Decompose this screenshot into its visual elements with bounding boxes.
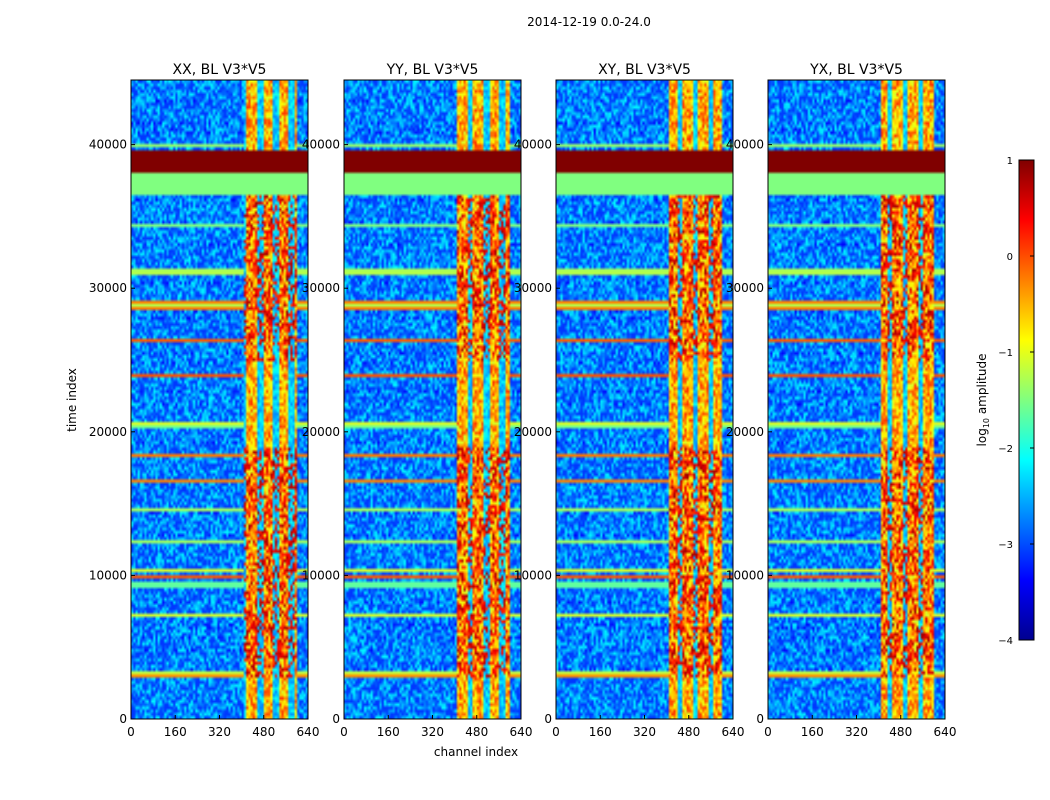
colorbar-tick-label: −4 [998,636,1013,647]
colorbar-tick-label: −3 [998,540,1013,551]
y-tick-label: 0 [332,712,340,726]
colorbar-label: log10 amplitude [975,354,991,447]
x-tick-label: 480 [677,725,700,739]
x-tick-label: 160 [589,725,612,739]
y-tick-label: 40000 [514,138,552,152]
panel-title: YX, BL V3*V5 [809,62,903,78]
x-axis-label: channel index [434,745,518,759]
colorbar-tick-label: 0 [1007,252,1013,263]
y-tick-label: 40000 [302,138,340,152]
x-tick-label: 320 [208,725,231,739]
x-tick-label: 640 [934,725,957,739]
y-axis-label: time index [65,368,79,432]
x-tick-label: 0 [127,725,135,739]
y-tick-label: 20000 [89,425,127,439]
colorbar-ticks: 1 0 −1 −2 −3 −4 [998,156,1034,647]
y-tick-label: 40000 [89,138,127,152]
panels-group: XX, BL V3*V5 0 160 320 480 640 0 10000 20000 3000… [89,62,957,739]
y-tick-label: 20000 [514,425,552,439]
heatmap-panel: XY, BL V3*V5 0 160 320 480 640 0 10000 20000 3000… [514,62,745,739]
x-tick-label: 0 [552,725,560,739]
colorbar-gradient [1018,159,1035,641]
x-tick-label: 160 [164,725,187,739]
x-tick-label: 0 [340,725,348,739]
heatmap-panel: YY, BL V3*V5 0 160 320 480 640 0 10000 20000 3000… [302,62,533,739]
x-tick-label: 480 [889,725,912,739]
y-tick-label: 0 [119,712,127,726]
colorbar: 1 0 −1 −2 −3 −4 log10 amplitude [975,156,1035,647]
x-tick-label: 480 [465,725,488,739]
heatmap-image [556,80,733,719]
heatmap-image [344,80,521,719]
x-tick-label: 640 [510,725,533,739]
y-tick-label: 20000 [302,425,340,439]
y-tick-label: 20000 [726,425,764,439]
x-tick-label: 160 [801,725,824,739]
panel-title: YY, BL V3*V5 [386,62,479,78]
heatmap-panel: XX, BL V3*V5 0 160 320 480 640 0 10000 20000 3000… [89,62,320,739]
x-tick-label: 0 [764,725,772,739]
colorbar-tick-label: −2 [998,444,1013,455]
y-tick-label: 30000 [302,281,340,295]
y-tick-label: 10000 [302,568,340,582]
x-tick-label: 320 [421,725,444,739]
y-tick-label: 40000 [726,138,764,152]
colorbar-tick-label: 1 [1007,156,1013,167]
x-tick-label: 480 [252,725,275,739]
colorbar-tick-label: −1 [998,348,1013,359]
x-tick-label: 160 [377,725,400,739]
heatmap-image [131,80,308,719]
panel-title: XX, BL V3*V5 [173,62,267,78]
panel-title: XY, BL V3*V5 [598,62,691,78]
figure-suptitle: 2014-12-19 0.0-24.0 [527,15,651,29]
y-tick-label: 30000 [514,281,552,295]
x-tick-label: 320 [845,725,868,739]
heatmap-panel: YX, BL V3*V5 0 160 320 480 640 0 10000 20000 3000… [726,62,957,739]
heatmap-image [768,80,945,719]
y-tick-label: 30000 [89,281,127,295]
y-tick-label: 0 [544,712,552,726]
y-tick-label: 10000 [726,568,764,582]
x-tick-label: 320 [633,725,656,739]
x-tick-label: 640 [297,725,320,739]
y-tick-label: 0 [756,712,764,726]
y-tick-label: 10000 [514,568,552,582]
y-tick-label: 30000 [726,281,764,295]
x-tick-label: 640 [722,725,745,739]
y-tick-label: 10000 [89,568,127,582]
